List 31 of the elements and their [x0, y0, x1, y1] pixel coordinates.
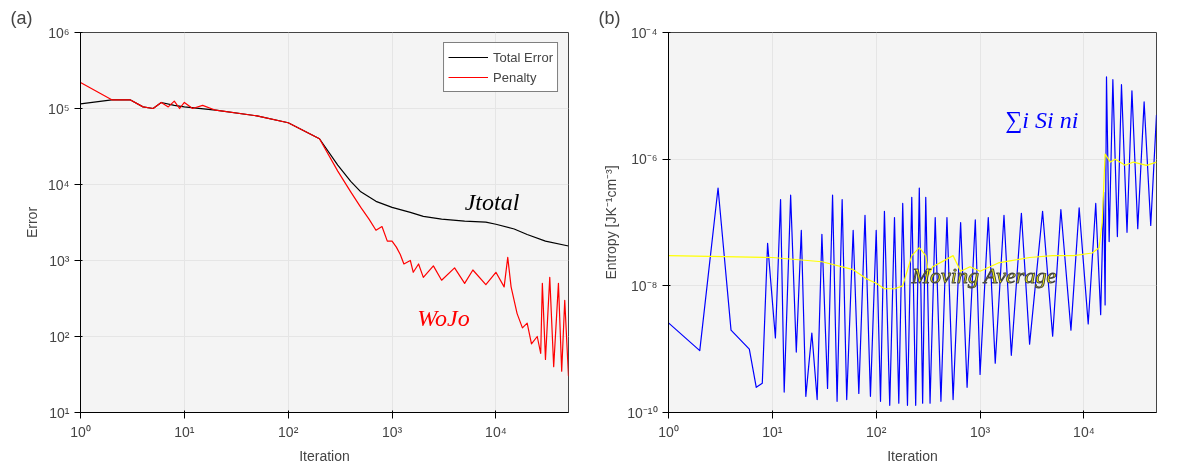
y-axis-title: Entropy [JK⁻¹cm⁻³] [603, 165, 620, 280]
y-tick-label: 10⁻⁸ [631, 277, 658, 294]
x-tick-label: 10³ [969, 423, 991, 440]
x-tick-label: 10⁴ [485, 423, 507, 440]
y-tick-label: 10⁴ [47, 176, 70, 193]
y-tick-label: 10¹ [49, 404, 70, 421]
annotation: ∑i Si ni [1005, 106, 1079, 134]
annotation: Jtotal [464, 189, 520, 216]
x-tick-label: 10⁰ [658, 423, 679, 440]
legend-label: Penalty [493, 69, 537, 85]
x-tick-label: 10⁴ [1073, 423, 1095, 440]
x-tick-label: 10⁰ [70, 423, 91, 440]
x-tick-label: 10² [278, 423, 299, 440]
x-axis-title: Iteration [887, 447, 938, 464]
y-tick-label: 10⁶ [48, 24, 70, 41]
x-tick-label: 10¹ [174, 423, 195, 440]
y-tick-label: 10² [49, 328, 70, 345]
y-axis-title: Error [23, 206, 40, 239]
x-tick-label: 10¹ [762, 423, 783, 440]
y-tick-label: 10⁻⁴ [630, 24, 658, 41]
y-tick-label: 10⁻¹⁰ [627, 404, 658, 421]
legend-label: Total Error [493, 49, 553, 65]
chart-title: (b) [598, 7, 621, 28]
y-tick-label: 10⁻⁶ [631, 151, 658, 168]
x-tick-label: 10³ [381, 423, 403, 440]
chart-title: (a) [10, 7, 33, 28]
y-tick-label: 10⁵ [48, 100, 70, 117]
x-axis-title: Iteration [299, 447, 350, 464]
x-tick-label: 10² [866, 423, 887, 440]
y-tick-label: 10³ [49, 252, 70, 269]
annotation: WoJo [417, 304, 470, 331]
